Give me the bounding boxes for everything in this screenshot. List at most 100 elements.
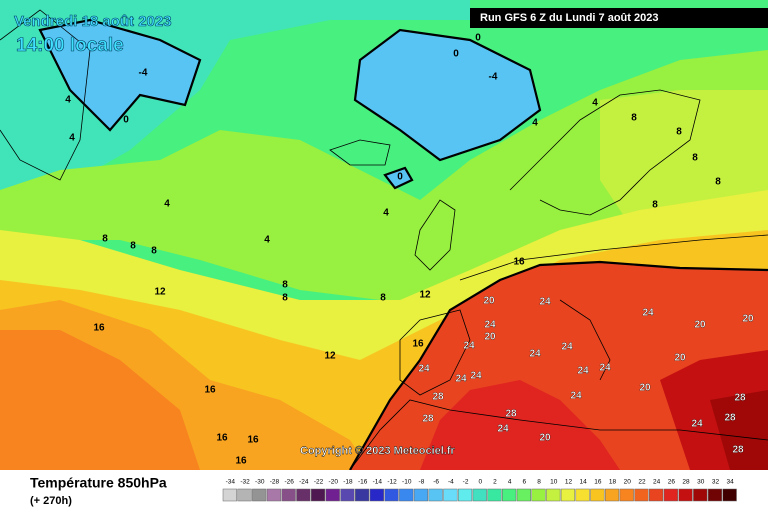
contour-label: 24: [418, 364, 430, 375]
contour-label: 28: [505, 409, 517, 420]
colorbar-swatch: [472, 488, 487, 502]
colorbar-swatch: [369, 488, 384, 502]
contour-label: 24: [497, 424, 509, 435]
colorbar-swatch: [281, 488, 296, 502]
contour-label: 12: [154, 287, 166, 298]
colorbar-tick-label: -12: [387, 479, 397, 486]
colorbar-swatch: [340, 488, 355, 502]
colorbar-tick-label: -34: [226, 479, 236, 486]
colorbar-swatch: [663, 488, 678, 502]
field-hotter-west: [0, 330, 200, 470]
colorbar-swatch: [516, 488, 531, 502]
colorbar-tick-label: 2: [493, 479, 497, 486]
coast-africa: [349, 399, 768, 470]
contour-label: 20: [742, 314, 754, 325]
contour-label: 20: [539, 433, 551, 444]
colorbar-tick-label: 20: [624, 479, 632, 486]
contour-label: 20: [694, 320, 706, 331]
field-mild: [0, 50, 768, 300]
contour-label: 8: [130, 241, 136, 252]
contour-label: 0: [123, 115, 129, 126]
colorbar: -34 -32 -30 -28 -26 -24 -22 -20 -18 -16 -14 -12 -10-…: [222, 479, 737, 502]
valid-date: Vendredi 18 août 2023: [14, 13, 172, 30]
contour-zero-west: [38, 18, 202, 132]
contour-label: 0: [453, 49, 459, 60]
contour-label: 20: [674, 353, 686, 364]
coast-iceland: [329, 139, 391, 166]
colorbar-tick-label: -20: [329, 479, 339, 486]
cold-pool-west: [40, 20, 200, 130]
colorbar-tick-label: 24: [653, 479, 661, 486]
contour-label: 24: [455, 374, 467, 385]
colorbar-swatch: [502, 488, 517, 502]
footer-title: Température 850hPa: [30, 475, 167, 491]
colorbar-tick-label: 0: [478, 479, 482, 486]
contour-label: 24: [529, 349, 541, 360]
contour-label: 4: [383, 208, 389, 219]
contour-label: 8: [715, 177, 721, 188]
colorbar-tick-label: -2: [463, 479, 469, 486]
zero-contours: [38, 18, 768, 470]
copyright: Copyright © 2023 Meteociel.fr: [300, 445, 456, 457]
colorbar-tick-label: 32: [712, 479, 720, 486]
colorbar-tick-label: 8: [537, 479, 541, 486]
colorbar-swatch: [590, 488, 605, 502]
contour-label: 28: [724, 413, 736, 424]
colorbar-swatch: [399, 488, 414, 502]
coast-greenland: [0, 9, 91, 181]
contour-label: 24: [470, 371, 482, 382]
contour-label: 8: [380, 293, 386, 304]
coast-italy: [559, 299, 611, 381]
colorbar-tick-label: -14: [373, 479, 383, 486]
colorbar-swatch: [575, 488, 590, 502]
colorbar-tick-label: 28: [682, 479, 690, 486]
contour-label: 12: [324, 351, 336, 362]
contour-label: 8: [151, 246, 157, 257]
colorbar-swatch: [707, 488, 723, 502]
contour-label: 24: [539, 297, 551, 308]
colorbar-swatch: [296, 488, 311, 502]
colorbar-swatch: [619, 488, 634, 502]
colorbar-tick-label: -16: [358, 479, 368, 486]
colorbar-tick-label: -26: [284, 479, 294, 486]
contour-label: 16: [247, 435, 259, 446]
colorbar-tick-label: -28: [270, 479, 280, 486]
colorbar-swatch: [443, 488, 458, 502]
colorbar-tick-label: 4: [508, 479, 512, 486]
contour-label: 24: [599, 363, 611, 374]
colorbar-swatch: [428, 488, 443, 502]
coastlines: [0, 9, 768, 470]
contour-label: 24: [642, 308, 654, 319]
colorbar-swatch: [546, 488, 561, 502]
contour-label: 24: [484, 320, 496, 331]
colorbar-swatch: [222, 488, 237, 502]
colorbar-tick-label: 22: [638, 479, 646, 486]
contour-label: 28: [732, 445, 744, 456]
coast-scandinavia: [509, 89, 701, 216]
contour-label: 16: [216, 433, 228, 444]
colorbar-tick-label: -10: [402, 479, 412, 486]
colorbar-swatch: [722, 488, 737, 502]
contour-label: 0: [397, 172, 403, 183]
contour-label: 8: [631, 113, 637, 124]
colorbar-tick-label: 6: [523, 479, 527, 486]
contour-label: -4: [489, 72, 498, 83]
contour-label: 20: [483, 296, 495, 307]
field-hottest: [710, 390, 768, 470]
run-box: [470, 8, 768, 28]
colorbar-tick-label: -6: [433, 479, 439, 486]
temperature-field: [0, 0, 768, 470]
colorbar-swatch: [457, 488, 473, 502]
colorbar-tick-label: 30: [697, 479, 705, 486]
contour-label: 8: [676, 127, 682, 138]
colorbar-tick-label: 16: [594, 479, 602, 486]
field-hot-core: [420, 380, 620, 470]
colorbar-swatch: [355, 488, 370, 502]
contour-label: 8: [282, 293, 288, 304]
colorbar-tick-label: -8: [419, 479, 425, 486]
contour-label: 20: [639, 383, 651, 394]
colorbar-tick-label: 26: [668, 479, 676, 486]
